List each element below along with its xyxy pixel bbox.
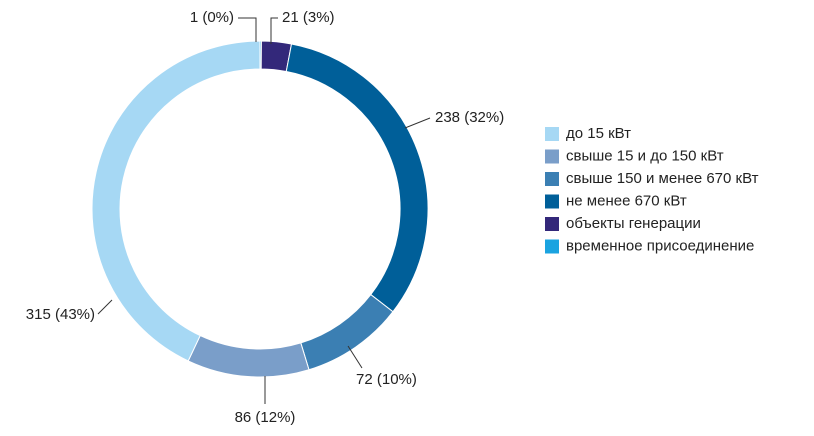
legend-label: объекты генерации [566, 215, 701, 232]
legend-swatch [545, 172, 559, 186]
leader-line [238, 17, 257, 42]
legend-swatch [545, 239, 559, 254]
legend-label: свыше 150 и менее 670 кВт [566, 170, 759, 187]
data-label: 21 (3%) [282, 9, 335, 26]
data-label: 72 (10%) [356, 371, 417, 388]
donut-slice [187, 334, 310, 378]
legend-swatch [545, 149, 559, 164]
donut-slice [91, 40, 261, 362]
legend-swatch [545, 194, 559, 209]
data-label: 1 (0%) [190, 9, 234, 26]
leader-line [270, 17, 278, 44]
legend-swatch [545, 217, 559, 231]
leader-line [404, 117, 431, 129]
legend-label: не менее 670 кВт [566, 192, 687, 209]
legend-swatch [545, 127, 559, 141]
legend-label: свыше 15 и до 150 кВт [566, 147, 724, 164]
donut-slice [300, 293, 394, 371]
data-label: 315 (43%) [26, 306, 95, 323]
legend-label: до 15 кВт [566, 125, 631, 142]
data-label: 238 (32%) [435, 109, 504, 126]
legend-label: временное присоединение [566, 237, 754, 254]
leader-line [97, 299, 113, 315]
data-label: 86 (12%) [235, 409, 296, 426]
leader-line [347, 345, 363, 369]
donut-slice [285, 43, 429, 313]
